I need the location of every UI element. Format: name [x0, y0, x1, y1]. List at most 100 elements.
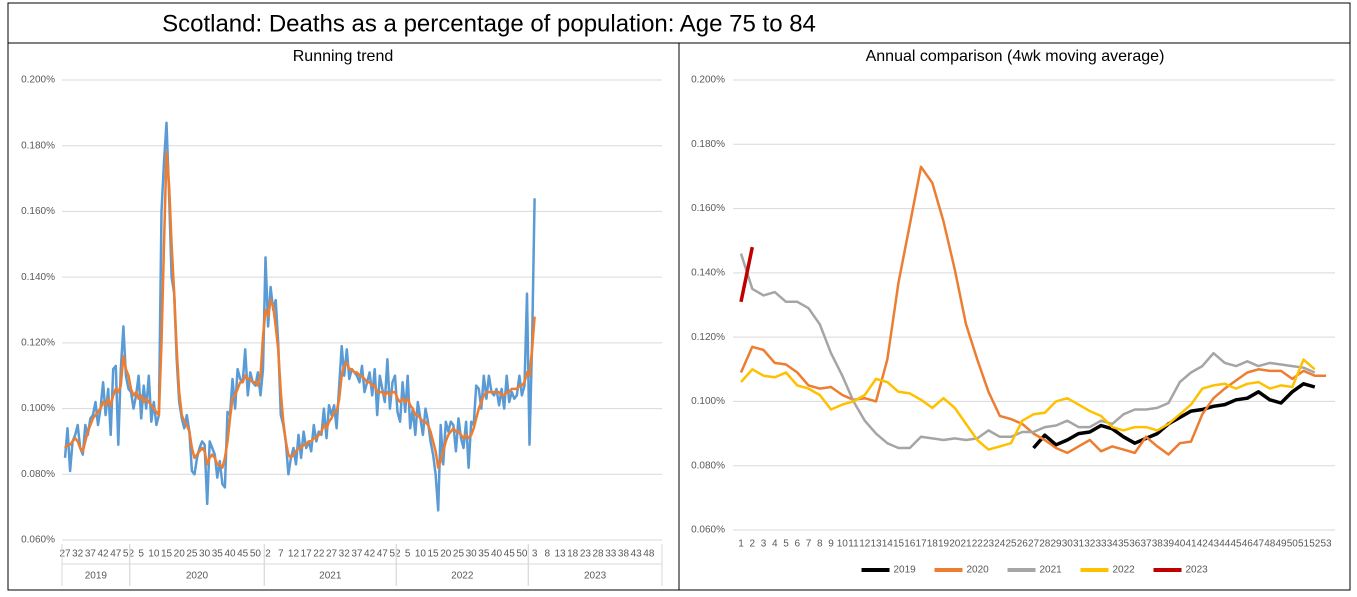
x-tick-label: 30 — [199, 549, 211, 560]
x-tick-label: 48 — [1264, 539, 1276, 550]
x-tick-label: 37 — [351, 549, 363, 560]
x-tick-label: 27 — [1028, 539, 1040, 550]
x-tick-label: 43 — [1208, 539, 1220, 550]
x-tick-label: 45 — [1230, 539, 1242, 550]
x-tick-label: 7 — [806, 539, 812, 550]
series-line — [739, 253, 1316, 450]
y-tick-label: 0.180% — [691, 139, 725, 150]
group-label: 2022 — [451, 571, 474, 582]
x-tick-label: 20 — [949, 539, 961, 550]
y-tick-label: 0.160% — [691, 203, 725, 214]
x-tick-label: 10 — [415, 549, 427, 560]
y-tick-label: 0.080% — [21, 469, 55, 480]
x-tick-label: 42 — [98, 549, 110, 560]
x-tick-label: 31 — [1073, 539, 1085, 550]
x-tick-label: 45 — [237, 549, 249, 560]
x-tick-label: 44 — [1219, 539, 1231, 550]
x-tick-label: 37 — [1140, 539, 1152, 550]
x-tick-label: 42 — [364, 549, 376, 560]
x-tick-label: 25 — [186, 549, 198, 560]
series-line — [739, 165, 1326, 456]
x-tick-label: 49 — [1275, 539, 1287, 550]
y-tick-label: 0.200% — [691, 75, 725, 86]
x-tick-label: 3 — [761, 539, 767, 550]
x-tick-label: 2 — [265, 549, 271, 560]
x-tick-label: 39 — [1163, 539, 1175, 550]
y-tick-label: 0.100% — [691, 396, 725, 407]
x-tick-label: 28 — [1039, 539, 1051, 550]
x-tick-label: 22 — [313, 549, 325, 560]
y-tick-label: 0.160% — [21, 206, 55, 217]
x-tick-label: 14 — [882, 539, 894, 550]
x-tick-label: 3 — [532, 549, 538, 560]
x-tick-label: 43 — [631, 549, 643, 560]
y-tick-label: 0.120% — [21, 337, 55, 348]
x-tick-label: 33 — [605, 549, 617, 560]
x-tick-label: 52 — [123, 549, 135, 560]
x-tick-label: 10 — [148, 549, 160, 560]
x-tick-label: 36 — [1129, 539, 1141, 550]
x-tick-label: 35 — [212, 549, 224, 560]
x-tick-label: 41 — [1185, 539, 1197, 550]
x-tick-label: 19 — [938, 539, 950, 550]
x-tick-label: 2 — [749, 539, 755, 550]
x-tick-label: 18 — [927, 539, 939, 550]
x-tick-label: 29 — [1050, 539, 1062, 550]
legend-label: 2022 — [1113, 565, 1136, 576]
x-tick-label: 38 — [1152, 539, 1164, 550]
y-tick-label: 0.200% — [21, 75, 55, 86]
x-tick-label: 35 — [1118, 539, 1130, 550]
series-line — [63, 121, 536, 512]
x-tick-label: 47 — [110, 549, 122, 560]
x-tick-label: 48 — [643, 549, 655, 560]
x-tick-label: 15 — [893, 539, 905, 550]
y-tick-label: 0.060% — [21, 535, 55, 546]
x-tick-label: 35 — [478, 549, 490, 560]
chart-title: Annual comparison (4wk moving average) — [866, 48, 1165, 65]
x-tick-label: 17 — [915, 539, 927, 550]
x-tick-label: 13 — [870, 539, 882, 550]
x-tick-label: 40 — [1174, 539, 1186, 550]
x-tick-label: 52 — [389, 549, 401, 560]
x-tick-label: 12 — [859, 539, 871, 550]
x-tick-label: 4 — [772, 539, 778, 550]
x-tick-label: 32 — [1084, 539, 1096, 550]
page-title: Scotland: Deaths as a percentage of popu… — [162, 10, 816, 37]
x-tick-label: 15 — [161, 549, 173, 560]
series-line — [64, 151, 536, 469]
x-tick-label: 38 — [618, 549, 630, 560]
x-tick-label: 52 — [1309, 539, 1321, 550]
group-label: 2020 — [186, 571, 209, 582]
x-tick-label: 1 — [738, 539, 744, 550]
x-tick-label: 12 — [288, 549, 300, 560]
series-line — [740, 358, 1316, 451]
y-tick-label: 0.100% — [21, 403, 55, 414]
x-tick-label: 26 — [1017, 539, 1029, 550]
x-tick-label: 30 — [1062, 539, 1074, 550]
x-tick-label: 32 — [72, 549, 84, 560]
y-tick-label: 0.140% — [21, 272, 55, 283]
x-tick-label: 27 — [59, 549, 71, 560]
legend-label: 2021 — [1040, 565, 1063, 576]
x-tick-label: 42 — [1197, 539, 1209, 550]
x-tick-label: 11 — [848, 539, 859, 550]
x-tick-label: 21 — [960, 539, 972, 550]
x-tick-label: 47 — [1253, 539, 1265, 550]
series-line — [739, 246, 755, 303]
x-tick-label: 53 — [1320, 539, 1332, 550]
x-tick-label: 40 — [224, 549, 236, 560]
x-tick-label: 37 — [85, 549, 97, 560]
x-tick-label: 9 — [828, 539, 834, 550]
x-tick-label: 32 — [339, 549, 351, 560]
x-tick-label: 50 — [250, 549, 262, 560]
x-tick-label: 28 — [593, 549, 605, 560]
group-label: 2023 — [584, 571, 607, 582]
y-tick-label: 0.120% — [691, 332, 725, 343]
x-tick-label: 27 — [326, 549, 338, 560]
x-tick-label: 22 — [972, 539, 984, 550]
x-tick-label: 16 — [904, 539, 916, 550]
x-tick-label: 25 — [1005, 539, 1017, 550]
x-tick-label: 7 — [278, 549, 284, 560]
